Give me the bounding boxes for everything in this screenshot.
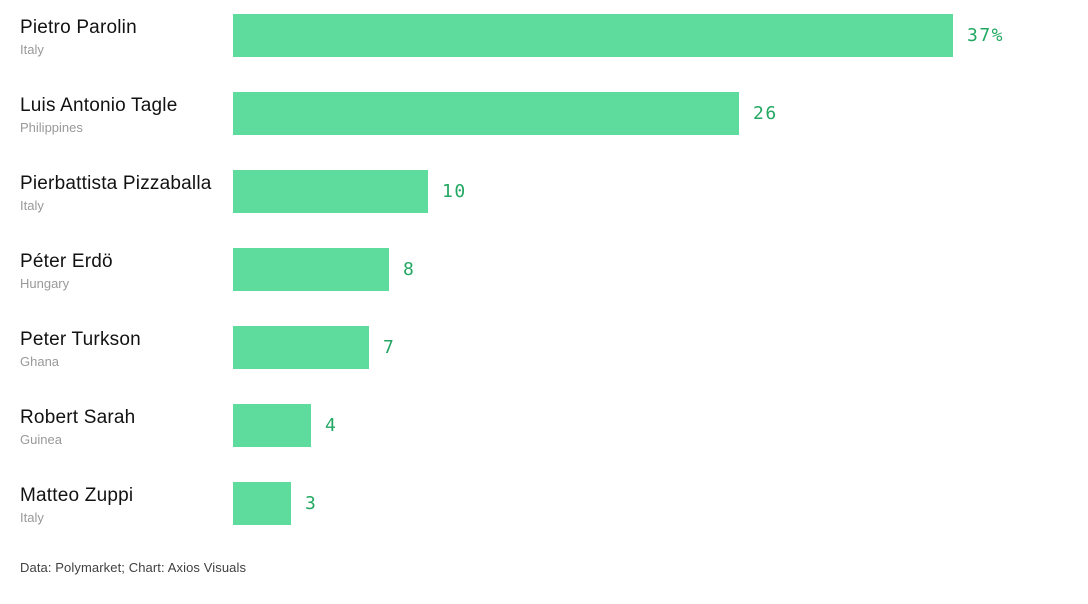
chart-row: Péter Erdö Hungary 8 [20,248,1088,291]
bar-area: 7 [233,326,1088,369]
candidate-name: Robert Sarah [20,406,136,428]
candidate-name: Pietro Parolin [20,16,137,38]
chart-row: Peter Turkson Ghana 7 [20,326,1088,369]
bar [233,14,953,57]
bar [233,170,428,213]
candidate-country: Italy [20,197,44,213]
value-label: 26 [753,103,778,124]
category-label: Peter Turkson Ghana [20,327,233,369]
candidate-name: Matteo Zuppi [20,484,134,506]
chart-row: Pietro Parolin Italy 37% [20,14,1088,57]
category-label: Robert Sarah Guinea [20,405,233,447]
category-label: Pietro Parolin Italy [20,15,233,57]
value-label: 8 [403,259,416,280]
candidate-name: Luis Antonio Tagle [20,94,178,116]
bar-area: 26 [233,92,1088,135]
bar-area: 8 [233,248,1088,291]
value-label: 4 [325,415,338,436]
bar-area: 37% [233,14,1088,57]
category-label: Matteo Zuppi Italy [20,483,233,525]
source-credit: Data: Polymarket; Chart: Axios Visuals [20,560,247,575]
value-label: 7 [383,337,396,358]
chart-row: Pierbattista Pizzaballa Italy 10 [20,170,1088,213]
candidate-country: Italy [20,41,44,57]
category-label: Luis Antonio Tagle Philippines [20,93,233,135]
chart-row: Robert Sarah Guinea 4 [20,404,1088,447]
bar [233,482,291,525]
value-label: 3 [305,493,318,514]
category-label: Péter Erdö Hungary [20,249,233,291]
chart-row: Luis Antonio Tagle Philippines 26 [20,92,1088,135]
candidate-name: Peter Turkson [20,328,141,350]
category-label: Pierbattista Pizzaballa Italy [20,171,233,213]
bar-chart: Pietro Parolin Italy 37% Luis Antonio Ta… [20,14,1088,525]
chart-row: Matteo Zuppi Italy 3 [20,482,1088,525]
bar-area: 10 [233,170,1088,213]
candidate-name: Péter Erdö [20,250,113,272]
bar [233,326,369,369]
candidate-country: Hungary [20,275,70,291]
candidate-country: Philippines [20,119,83,135]
bar [233,92,739,135]
candidate-country: Guinea [20,431,62,447]
value-label: 10 [442,181,467,202]
candidate-country: Ghana [20,353,60,369]
bar [233,404,311,447]
bar [233,248,389,291]
bar-area: 3 [233,482,1088,525]
candidate-name: Pierbattista Pizzaballa [20,172,212,194]
value-label: 37% [967,25,1005,46]
candidate-country: Italy [20,509,44,525]
bar-area: 4 [233,404,1088,447]
